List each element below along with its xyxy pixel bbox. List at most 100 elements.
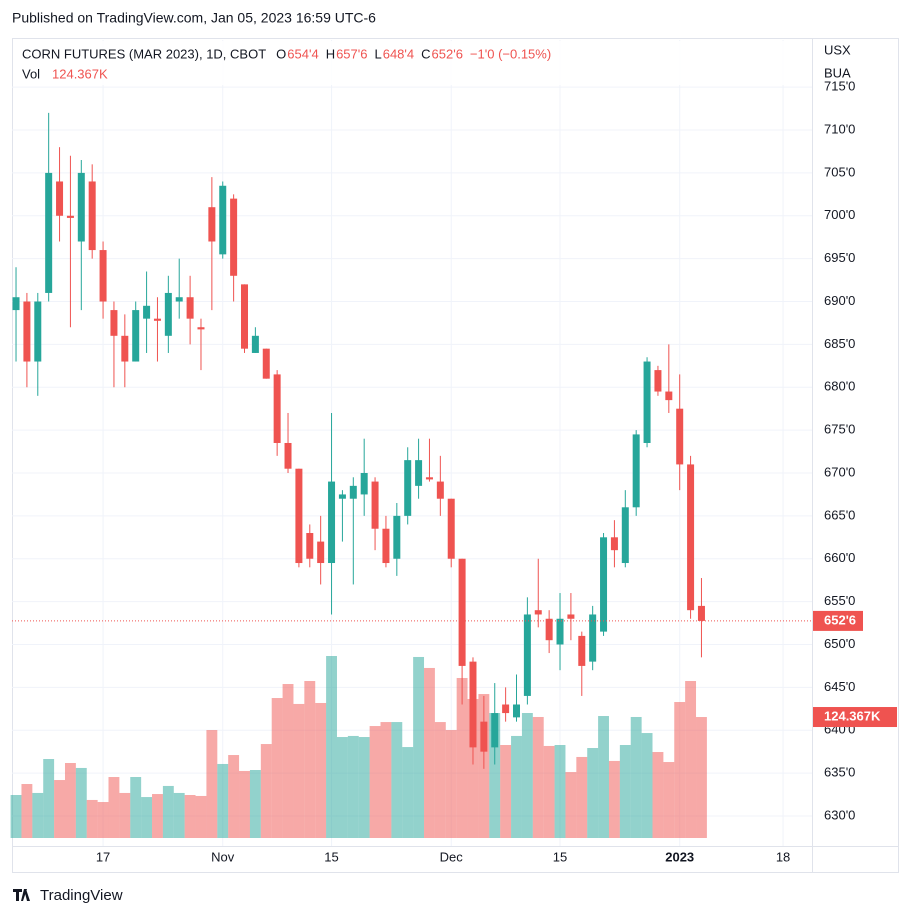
x-tick-label: 18 bbox=[776, 849, 790, 864]
unit-label: USX bbox=[824, 42, 851, 57]
candle-body bbox=[697, 605, 705, 621]
candle-body bbox=[676, 408, 684, 465]
legend-key: H bbox=[326, 46, 335, 61]
candle-body bbox=[328, 481, 336, 564]
candle-body bbox=[556, 618, 564, 645]
volume-bar bbox=[685, 680, 697, 838]
volume-value-label: 124.367K bbox=[824, 708, 881, 723]
volume-bar bbox=[347, 735, 359, 838]
candle-body bbox=[99, 250, 107, 302]
candle-body bbox=[447, 498, 455, 559]
candle-body bbox=[12, 297, 20, 311]
candle-body bbox=[164, 292, 172, 336]
candle-body bbox=[132, 310, 140, 362]
x-tick-label: Nov bbox=[211, 849, 235, 864]
footer-brand: TradingView bbox=[40, 887, 123, 904]
y-tick-label: 675'0 bbox=[824, 422, 855, 437]
candle-body bbox=[393, 515, 401, 559]
volume-bar bbox=[119, 792, 131, 838]
volume-bar bbox=[424, 667, 435, 838]
volume-bar bbox=[489, 713, 501, 838]
volume-bar bbox=[217, 763, 229, 838]
candle-body bbox=[610, 537, 618, 551]
volume-bar bbox=[195, 795, 207, 838]
y-tick-label: 660'0 bbox=[824, 550, 855, 565]
candle-body bbox=[338, 494, 346, 499]
volume-legend-value: 124.367K bbox=[52, 66, 108, 81]
volume-bar bbox=[456, 677, 468, 838]
volume-bar bbox=[239, 770, 250, 838]
volume-bar bbox=[152, 794, 163, 838]
volume-bar bbox=[293, 703, 305, 838]
volume-bar bbox=[141, 797, 153, 838]
volume-bar bbox=[587, 748, 599, 838]
candle-body bbox=[458, 558, 466, 666]
candle-body bbox=[23, 301, 31, 362]
candle-body bbox=[600, 537, 608, 632]
volume-bar bbox=[445, 730, 457, 838]
chart-frame bbox=[12, 38, 899, 873]
candle-body bbox=[88, 181, 96, 251]
candle-body bbox=[295, 468, 303, 564]
volume-bar bbox=[315, 702, 327, 838]
candle-body bbox=[56, 181, 64, 216]
candle-body bbox=[349, 485, 357, 499]
candle-body bbox=[251, 335, 259, 353]
last-price-badge bbox=[813, 610, 863, 631]
y-tick-label: 700'0 bbox=[824, 207, 855, 222]
volume-bar bbox=[97, 802, 109, 838]
candle-body bbox=[45, 172, 53, 293]
y-tick-label: 630'0 bbox=[824, 807, 855, 822]
legend-key: L bbox=[374, 46, 381, 61]
unit-label: BUA bbox=[824, 65, 851, 80]
candle-body bbox=[621, 507, 629, 564]
candle-body bbox=[665, 391, 673, 401]
candle-body bbox=[197, 327, 205, 330]
candle-body bbox=[186, 297, 194, 319]
candle-body bbox=[425, 477, 433, 480]
x-tick-label: Dec bbox=[440, 849, 464, 864]
legend-value: 652'6 bbox=[432, 46, 463, 61]
candle-body bbox=[404, 460, 412, 516]
x-tick-label: 15 bbox=[553, 849, 567, 864]
volume-bar bbox=[130, 777, 142, 838]
volume-bar bbox=[173, 792, 185, 838]
volume-bar bbox=[532, 716, 544, 838]
volume-bar bbox=[64, 763, 76, 838]
candle-body bbox=[654, 370, 662, 392]
candle-body bbox=[436, 481, 444, 499]
candle-body bbox=[382, 528, 390, 564]
legend-value: 657'6 bbox=[336, 46, 367, 61]
legend-value: −1'0 (−0.15%) bbox=[470, 46, 551, 61]
candle-body bbox=[208, 207, 216, 242]
candle-body bbox=[578, 635, 586, 666]
candle-body bbox=[415, 460, 423, 486]
y-tick-label: 690'0 bbox=[824, 293, 855, 308]
volume-bar bbox=[380, 722, 392, 838]
volume-bar bbox=[108, 777, 120, 838]
legend-key: C bbox=[421, 46, 430, 61]
volume-bar bbox=[674, 702, 686, 838]
candle-body bbox=[480, 721, 488, 752]
legend-backdrop bbox=[13, 41, 793, 85]
volume-bar bbox=[543, 745, 555, 838]
y-tick-label: 650'0 bbox=[824, 636, 855, 651]
volume-bar bbox=[336, 737, 348, 838]
volume-bar bbox=[696, 717, 707, 838]
volume-bar bbox=[43, 759, 55, 838]
legend-value: 654'4 bbox=[287, 46, 318, 61]
candle-body bbox=[469, 661, 477, 748]
published-note: Published on TradingView.com, Jan 05, 20… bbox=[12, 10, 376, 26]
y-tick-label: 715'0 bbox=[824, 79, 855, 94]
volume-bar bbox=[641, 733, 653, 838]
y-tick-label: 695'0 bbox=[824, 250, 855, 265]
volume-bar bbox=[184, 795, 196, 838]
candle-body bbox=[491, 713, 499, 748]
volume-bar bbox=[86, 799, 98, 838]
legend-value: 648'4 bbox=[383, 46, 414, 61]
y-tick-label: 645'0 bbox=[824, 679, 855, 694]
volume-bar bbox=[554, 745, 566, 838]
volume-bar bbox=[511, 735, 522, 838]
volume-bar bbox=[75, 767, 87, 838]
volume-bar bbox=[413, 656, 425, 838]
